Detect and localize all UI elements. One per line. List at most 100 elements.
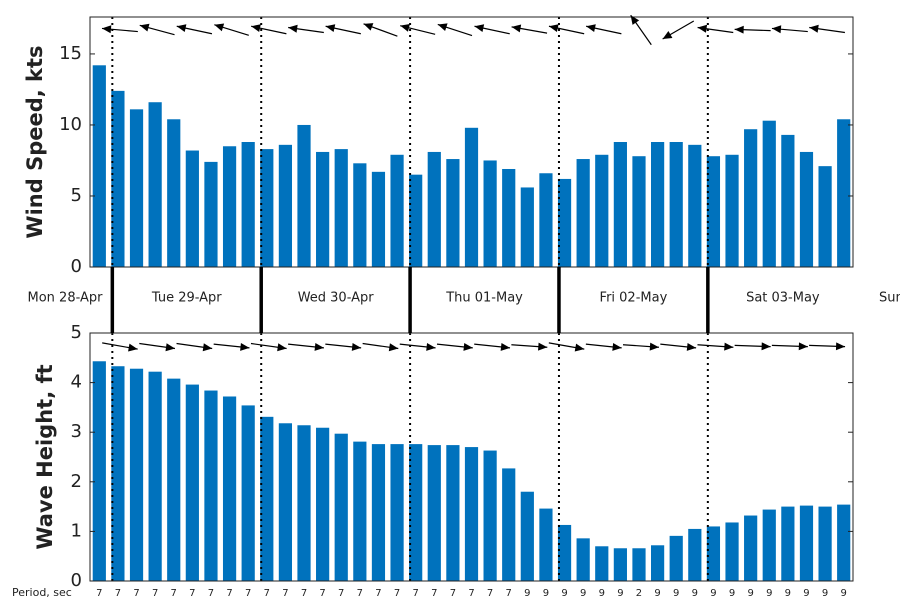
period-value: 9 — [729, 588, 735, 599]
period-value: 7 — [468, 588, 474, 599]
bar — [316, 427, 330, 581]
day-label: Fri 02-May — [600, 291, 668, 306]
bar — [241, 142, 255, 267]
bar — [167, 378, 181, 581]
period-value: 7 — [115, 588, 121, 599]
bar — [837, 119, 851, 267]
bar — [241, 405, 255, 581]
bar — [204, 161, 218, 267]
bar — [111, 90, 125, 267]
plot-frame — [89, 16, 854, 268]
arrow-head — [574, 343, 585, 352]
bar — [371, 444, 386, 581]
period-value: 7 — [431, 588, 437, 599]
bar — [148, 371, 162, 581]
bar — [539, 173, 553, 267]
arrow-head — [388, 343, 399, 352]
arrow-head — [538, 342, 548, 351]
arrow-head — [426, 342, 436, 351]
period-value: 9 — [673, 588, 679, 599]
period-value: 9 — [524, 588, 530, 599]
y-tick-label: 3 — [71, 421, 82, 442]
bar — [688, 144, 702, 267]
bar — [111, 366, 125, 581]
arrow-head — [586, 24, 596, 33]
arrow-head — [437, 23, 448, 32]
bar — [185, 150, 199, 267]
period-value: 9 — [561, 588, 567, 599]
period-value: 9 — [785, 588, 791, 599]
bar — [446, 159, 460, 267]
bar — [520, 491, 534, 581]
period-value: 7 — [394, 588, 400, 599]
bar — [650, 545, 665, 581]
day-label: Mon 28-Apr — [28, 291, 104, 306]
y-axis-label: Wave Height, ft — [33, 364, 57, 549]
arrow-head — [277, 343, 287, 352]
y-axis-label: Wind Speed, kts — [23, 45, 47, 238]
bar — [502, 468, 516, 581]
bar — [762, 120, 776, 268]
arrow-head — [697, 24, 708, 33]
bar — [427, 445, 441, 581]
period-value: 7 — [357, 588, 363, 599]
bar — [371, 171, 386, 267]
bar — [334, 149, 348, 267]
bar — [669, 142, 683, 267]
arrow-head — [176, 24, 187, 33]
y-tick-label: 5 — [71, 322, 82, 343]
bar — [464, 127, 479, 267]
period-value: 9 — [599, 588, 605, 599]
period-value: 7 — [506, 588, 512, 599]
arrow-head — [240, 342, 250, 351]
bar — [427, 151, 441, 267]
period-value: 9 — [710, 588, 716, 599]
bar — [613, 548, 627, 581]
period-value: 9 — [543, 588, 549, 599]
bar — [222, 396, 237, 581]
arrow-head — [288, 24, 298, 33]
bar — [353, 163, 367, 267]
y-tick-label: 15 — [59, 43, 82, 64]
bar — [129, 368, 144, 581]
bar — [557, 178, 572, 267]
arrow-head — [165, 343, 175, 352]
arrow-head — [325, 24, 336, 33]
period-value: 7 — [282, 588, 288, 599]
bar — [464, 447, 479, 581]
period-value: 9 — [822, 588, 828, 599]
arrow-head — [214, 23, 225, 32]
bar — [278, 144, 293, 267]
period-value: 9 — [747, 588, 753, 599]
y-tick-label: 5 — [71, 185, 82, 206]
y-tick-label: 0 — [71, 256, 82, 277]
bar — [632, 156, 646, 267]
bar — [92, 65, 106, 267]
period-value: 7 — [264, 588, 270, 599]
bar — [483, 160, 497, 267]
arrow-head — [771, 25, 782, 34]
bar — [595, 154, 609, 267]
bar — [762, 509, 776, 581]
bar — [706, 156, 721, 267]
arrow-head — [835, 342, 846, 351]
arrow-head — [400, 23, 410, 32]
day-label: Sat 03-May — [746, 291, 820, 306]
period-value: 7 — [189, 588, 195, 599]
bar — [334, 433, 348, 581]
bar — [446, 445, 460, 581]
period-value: 7 — [301, 588, 307, 599]
bar — [576, 159, 590, 267]
bar — [92, 361, 106, 581]
plot-frame — [89, 332, 854, 582]
bar — [650, 142, 665, 267]
bar — [576, 538, 590, 581]
bar — [204, 390, 218, 581]
bar — [390, 154, 404, 267]
arrow-head — [351, 342, 362, 351]
period-value: 7 — [208, 588, 214, 599]
period-value: 7 — [152, 588, 158, 599]
arrow-head — [139, 23, 150, 32]
bar — [781, 506, 795, 581]
